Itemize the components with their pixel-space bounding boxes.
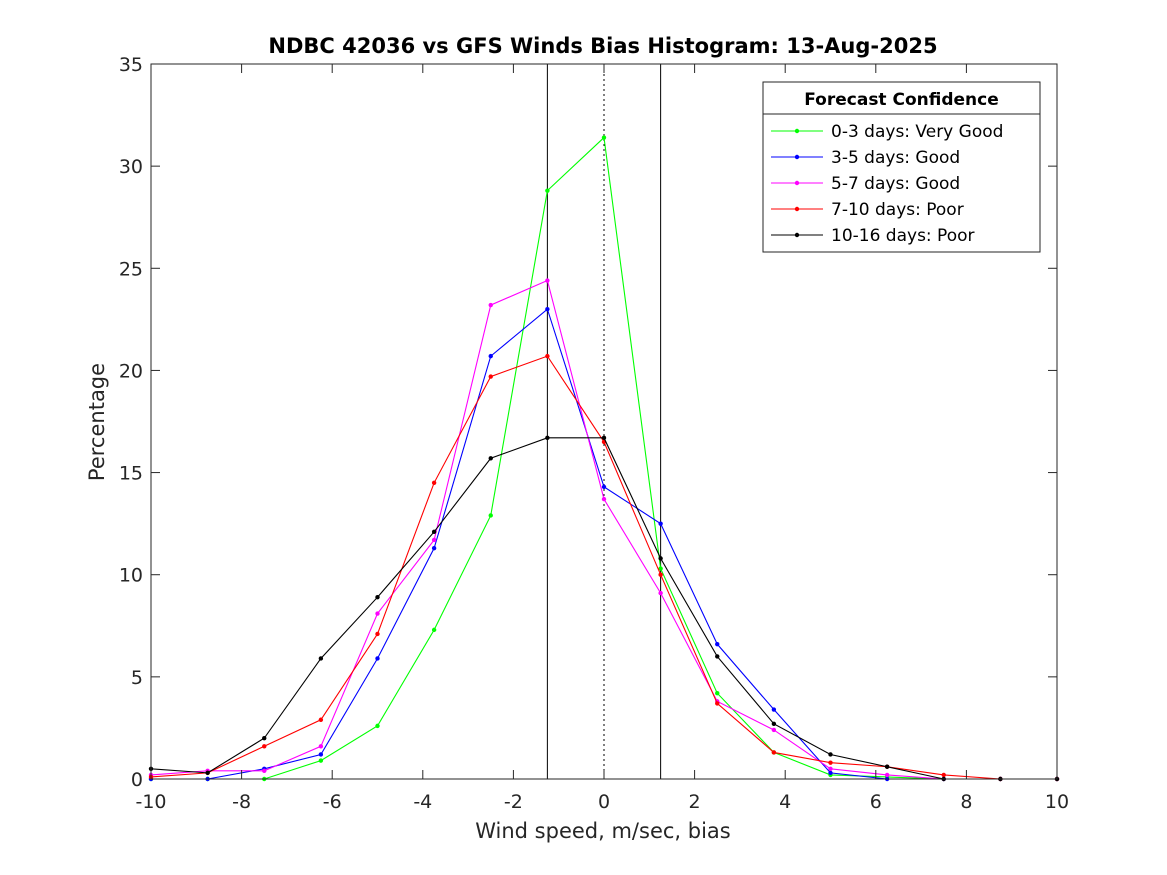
data-point	[488, 302, 493, 308]
x-tick-label: -2	[504, 791, 523, 813]
data-point	[658, 590, 663, 596]
y-tick-label: 35	[119, 54, 143, 76]
legend: Forecast Confidence 0-3 days: Very Good 3-…	[762, 81, 1041, 253]
data-point	[828, 770, 833, 776]
data-point	[828, 766, 833, 771]
legend-box	[762, 81, 1041, 253]
data-point	[601, 484, 607, 490]
data-point	[488, 456, 493, 461]
data-point	[205, 770, 210, 776]
x-tick-label: 2	[689, 791, 701, 813]
data-point	[262, 768, 267, 774]
data-point	[375, 723, 380, 729]
data-point	[771, 727, 777, 733]
legend-swatch-marker	[794, 128, 800, 134]
data-point	[884, 764, 890, 769]
x-tick-label: 4	[779, 791, 791, 813]
x-tick-label: 0	[598, 791, 610, 813]
x-tick-label: -6	[323, 791, 342, 813]
data-point	[658, 556, 663, 561]
legend-swatch-marker	[794, 232, 800, 238]
data-point	[941, 772, 946, 778]
data-point	[545, 188, 550, 193]
data-point	[658, 572, 663, 577]
data-point	[715, 641, 720, 647]
x-tick-label: -4	[413, 791, 432, 813]
legend-entry-label: 10-16 days: Poor	[831, 226, 975, 246]
x-tick-label: 6	[870, 791, 882, 813]
data-point	[545, 435, 550, 441]
data-point	[375, 594, 380, 600]
y-tick-label: 25	[119, 258, 143, 280]
y-axis-label: Percentage	[85, 363, 109, 481]
legend-entry-label: 3-5 days: Good	[831, 148, 960, 168]
data-point	[545, 353, 550, 359]
legend-title: Forecast Confidence	[804, 90, 999, 110]
data-point	[601, 435, 607, 441]
data-point	[262, 735, 267, 741]
legend-swatch-marker	[794, 180, 800, 186]
data-point	[431, 537, 437, 543]
data-point	[771, 721, 777, 727]
data-point	[431, 545, 437, 551]
chart-title: NDBC 42036 vs GFS Winds Bias Histogram: …	[268, 34, 937, 58]
y-tick-label: 10	[119, 565, 143, 587]
data-point	[375, 611, 380, 616]
x-axis-label: Wind speed, m/sec, bias	[475, 819, 731, 843]
data-point	[715, 701, 720, 706]
data-point	[318, 758, 324, 763]
data-point	[828, 752, 833, 757]
data-point	[488, 374, 493, 379]
data-point	[545, 278, 550, 283]
data-point	[488, 513, 493, 518]
data-point	[715, 691, 720, 696]
data-point	[828, 760, 833, 765]
y-tick-label: 20	[119, 360, 143, 382]
data-point	[545, 306, 550, 312]
y-tick-label: 30	[119, 156, 143, 178]
data-point	[601, 135, 607, 140]
y-tick-label: 0	[131, 769, 143, 791]
legend-swatch-marker	[794, 154, 800, 160]
data-point	[884, 772, 890, 778]
legend-entry-label: 5-7 days: Good	[831, 174, 960, 194]
legend-entry-label: 0-3 days: Very Good	[831, 122, 1003, 142]
data-point	[262, 744, 267, 749]
data-point	[658, 521, 663, 526]
x-tick-label: 8	[960, 791, 972, 813]
data-point	[318, 656, 324, 661]
data-point	[318, 752, 324, 757]
data-point	[318, 744, 324, 749]
data-point	[771, 750, 777, 755]
x-tick-label: 10	[1045, 791, 1069, 813]
legend-swatch-marker	[794, 206, 800, 212]
data-point	[318, 717, 324, 722]
data-point	[375, 631, 380, 637]
data-point	[488, 353, 493, 359]
data-point	[601, 496, 607, 502]
data-point	[431, 529, 437, 535]
x-tick-label: -10	[135, 791, 166, 813]
data-point	[771, 707, 777, 712]
y-tick-label: 15	[119, 463, 143, 485]
y-tick-label: 5	[131, 667, 143, 689]
data-point	[375, 656, 380, 661]
plot-area: -10 -8 -6 -4 -2 0 2 4 6 8 10 0 5 10 15 20 25 30 35	[119, 54, 1069, 813]
data-point	[431, 480, 437, 485]
x-tick-label: -8	[232, 791, 251, 813]
data-point	[715, 654, 720, 659]
data-point	[431, 627, 437, 633]
legend-entry-label: 7-10 days: Poor	[831, 200, 964, 220]
data-point	[658, 566, 663, 571]
